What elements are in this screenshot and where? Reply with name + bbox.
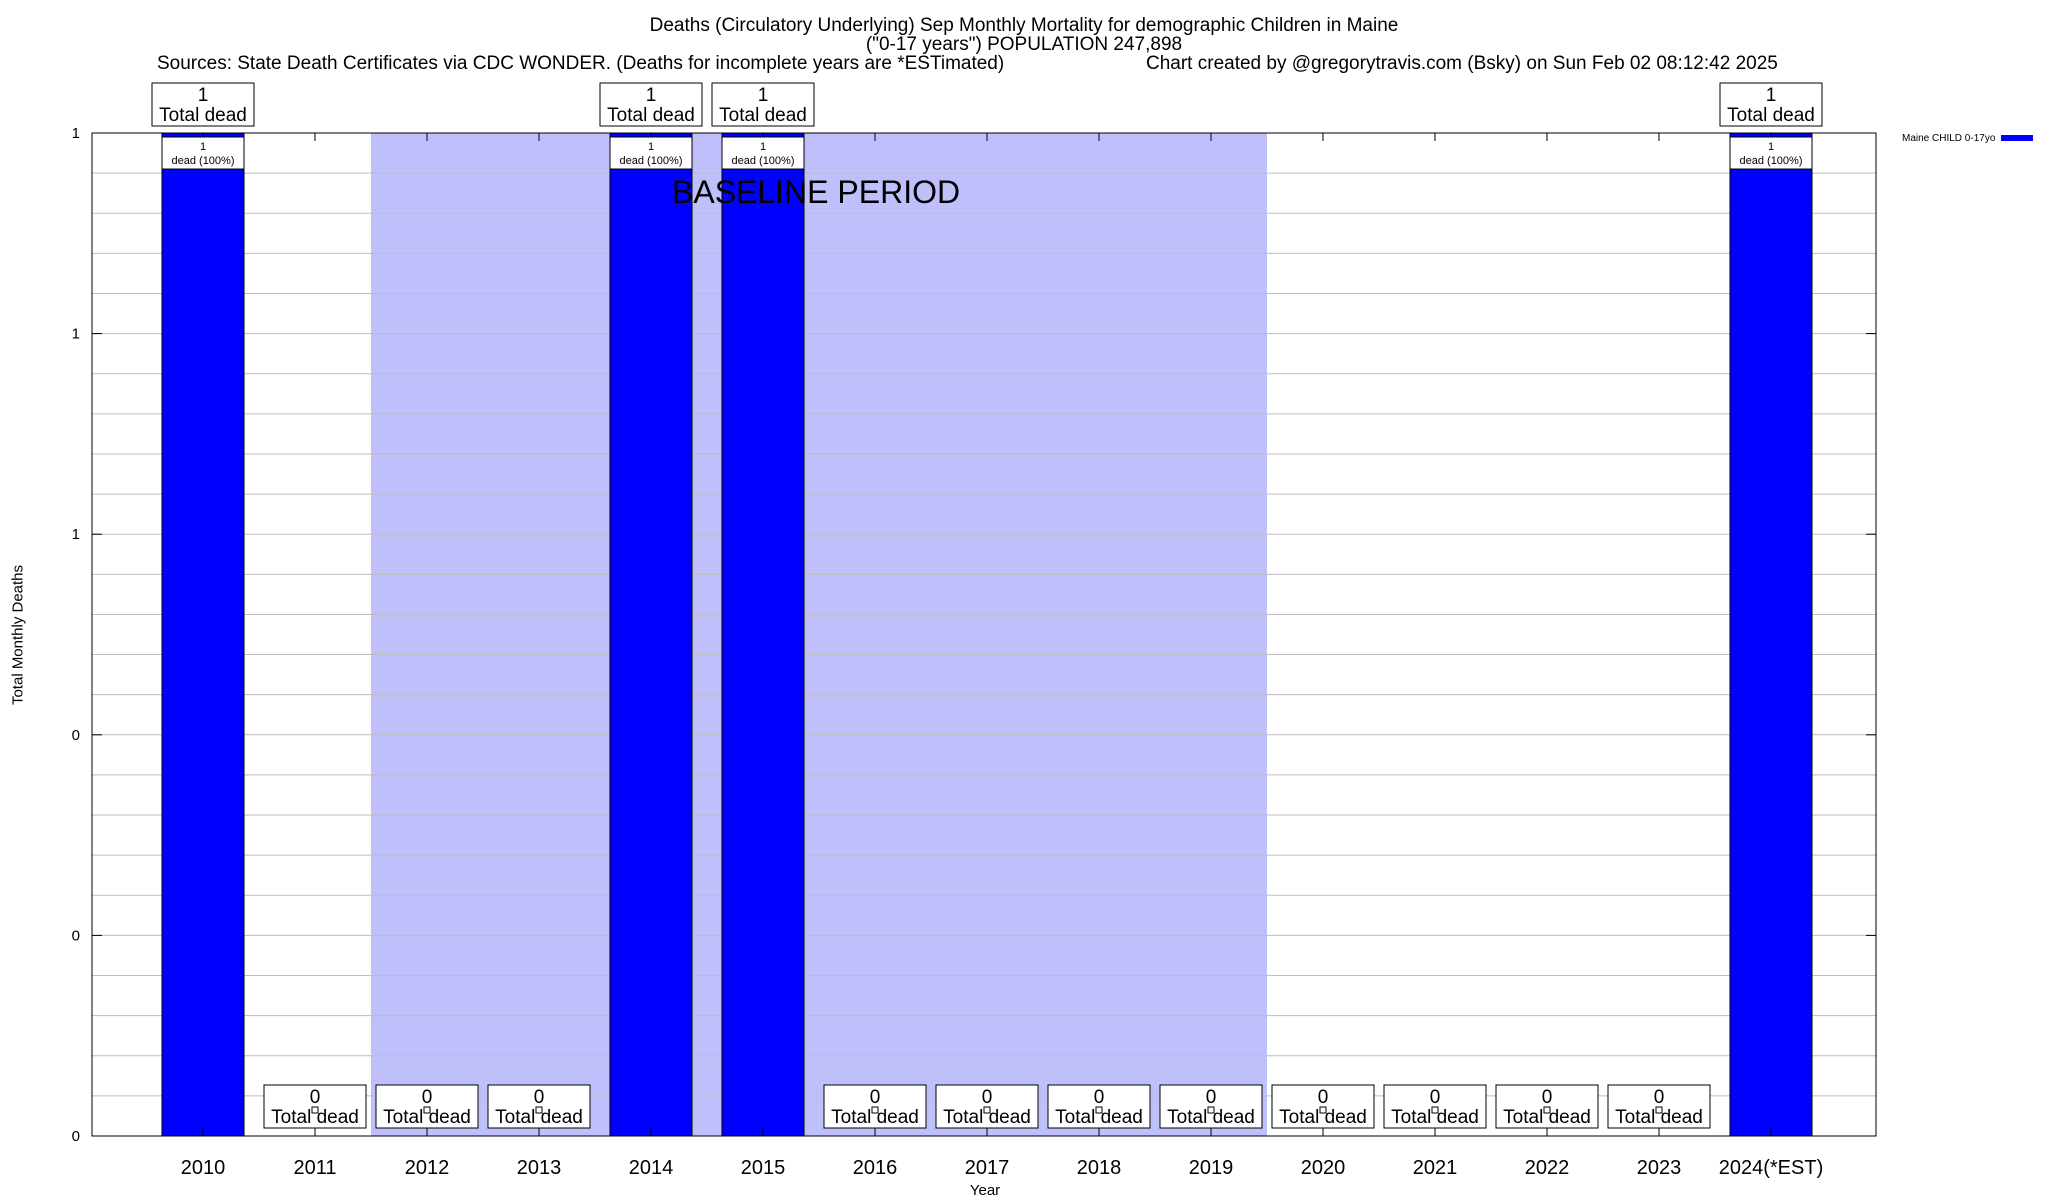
total-label-text: Total dead [1503, 1107, 1591, 1128]
total-label-box [711, 82, 815, 127]
total-label-text: Total dead [1391, 1107, 1479, 1128]
total-label-text: Total dead [1727, 105, 1815, 126]
total-label-text: Total dead [831, 1107, 919, 1128]
total-label-text: Total dead [271, 1107, 359, 1128]
total-label-value: 0 [870, 1087, 881, 1108]
x-tick-label: 2022 [1525, 1157, 1570, 1179]
inner-label-box [721, 136, 805, 170]
y-tick-label: 0 [72, 1128, 80, 1145]
inner-label-box [161, 136, 245, 170]
x-axis-label: Year [969, 1182, 1001, 1199]
x-tick-label: 2021 [1413, 1157, 1458, 1179]
plot-border [91, 132, 1877, 1137]
total-label-text: Total dead [383, 1107, 471, 1128]
total-label-value: 0 [982, 1087, 993, 1108]
x-tick-label: 2018 [1077, 1157, 1122, 1179]
x-tick-label: 2011 [293, 1157, 336, 1179]
y-axis-label: Total Monthly Deaths [9, 564, 27, 706]
x-tick-label: 2024(*EST) [1719, 1157, 1824, 1179]
x-tick-label: 2012 [405, 1157, 450, 1179]
x-tick-label: 2015 [741, 1157, 786, 1179]
x-tick-label: 2017 [965, 1157, 1010, 1179]
bar [721, 132, 805, 1137]
total-label-value: 1 [758, 85, 769, 106]
bar [161, 132, 245, 1137]
inner-label-value: 1 [1768, 141, 1774, 153]
total-label-value: 1 [198, 85, 209, 106]
total-label-text: Total dead [495, 1107, 583, 1128]
zero-point-marker [1095, 1106, 1103, 1114]
total-label-value: 0 [422, 1087, 433, 1108]
inner-label-text: dead (100%) [172, 155, 235, 167]
inner-label-value: 1 [648, 141, 654, 153]
total-label-value: 0 [1094, 1087, 1105, 1108]
total-label-box [1719, 82, 1823, 127]
legend-swatch [2001, 135, 2034, 141]
total-label-text: Total dead [1055, 1107, 1143, 1128]
x-tick-label: 2014 [629, 1157, 674, 1179]
total-label-value: 0 [1318, 1087, 1329, 1108]
chart-credit: Chart created by @gregorytravis.com (Bsk… [1146, 53, 1778, 74]
zero-point-marker [983, 1106, 991, 1114]
x-tick-label: 2013 [517, 1157, 562, 1179]
total-label-box [599, 82, 703, 127]
inner-label-text: dead (100%) [732, 155, 795, 167]
total-label-value: 0 [534, 1087, 545, 1108]
x-tick-label: 2020 [1301, 1157, 1346, 1179]
bar [609, 132, 693, 1137]
inner-label-text: dead (100%) [620, 155, 683, 167]
total-label-text: Total dead [159, 105, 247, 126]
total-label-box [151, 82, 255, 127]
total-label-text: Total dead [1615, 1107, 1703, 1128]
x-tick-label: 2016 [853, 1157, 898, 1179]
zero-point-marker [1207, 1106, 1215, 1114]
x-tick-label: 2023 [1637, 1157, 1682, 1179]
zero-point-marker [1655, 1106, 1663, 1114]
total-label-text: Total dead [719, 105, 807, 126]
total-label-text: Total dead [943, 1107, 1031, 1128]
inner-label-text: dead (100%) [1740, 155, 1803, 167]
baseline-period-band [371, 133, 1267, 1136]
y-tick-label: 0 [72, 727, 80, 744]
y-tick-label: 1 [72, 526, 80, 543]
y-tick-label: 0 [72, 927, 80, 944]
total-label-value: 1 [1766, 85, 1777, 106]
inner-label-value: 1 [200, 141, 206, 153]
total-label-text: Total dead [1167, 1107, 1255, 1128]
total-label-text: Total dead [1279, 1107, 1367, 1128]
zero-point-marker [871, 1106, 879, 1114]
zero-point-marker [1543, 1106, 1551, 1114]
total-label-value: 0 [1430, 1087, 1441, 1108]
total-label-value: 1 [646, 85, 657, 106]
total-label-value: 0 [1654, 1087, 1665, 1108]
zero-point-marker [1319, 1106, 1327, 1114]
bar [1729, 132, 1813, 1137]
y-tick-label: 1 [72, 326, 80, 343]
zero-point-marker [1431, 1106, 1439, 1114]
zero-point-marker [535, 1106, 543, 1114]
legend-label: Maine CHILD 0-17yo [1902, 132, 1996, 144]
x-tick-label: 2019 [1189, 1157, 1234, 1179]
inner-label-box [609, 136, 693, 170]
zero-point-marker [311, 1106, 319, 1114]
x-tick-label: 2010 [181, 1157, 226, 1179]
y-tick-label: 1 [72, 125, 80, 142]
inner-label-box [1729, 136, 1813, 170]
zero-point-marker [423, 1106, 431, 1114]
legend: Maine CHILD 0-17yo [1902, 130, 2034, 146]
chart-title-line2: ("0-17 years") POPULATION 247,898 [865, 34, 1183, 55]
chart-sources: Sources: State Death Certificates via CD… [157, 53, 1005, 74]
total-label-text: Total dead [607, 105, 695, 126]
total-label-box [1495, 1084, 1599, 1129]
total-label-value: 0 [310, 1087, 321, 1108]
baseline-period-label: BASELINE PERIOD [672, 174, 960, 210]
total-label-value: 0 [1206, 1087, 1217, 1108]
chart-title-line1: Deaths (Circulatory Underlying) Sep Mont… [649, 15, 1399, 36]
total-label-value: 0 [1542, 1087, 1553, 1108]
inner-label-value: 1 [760, 141, 766, 153]
